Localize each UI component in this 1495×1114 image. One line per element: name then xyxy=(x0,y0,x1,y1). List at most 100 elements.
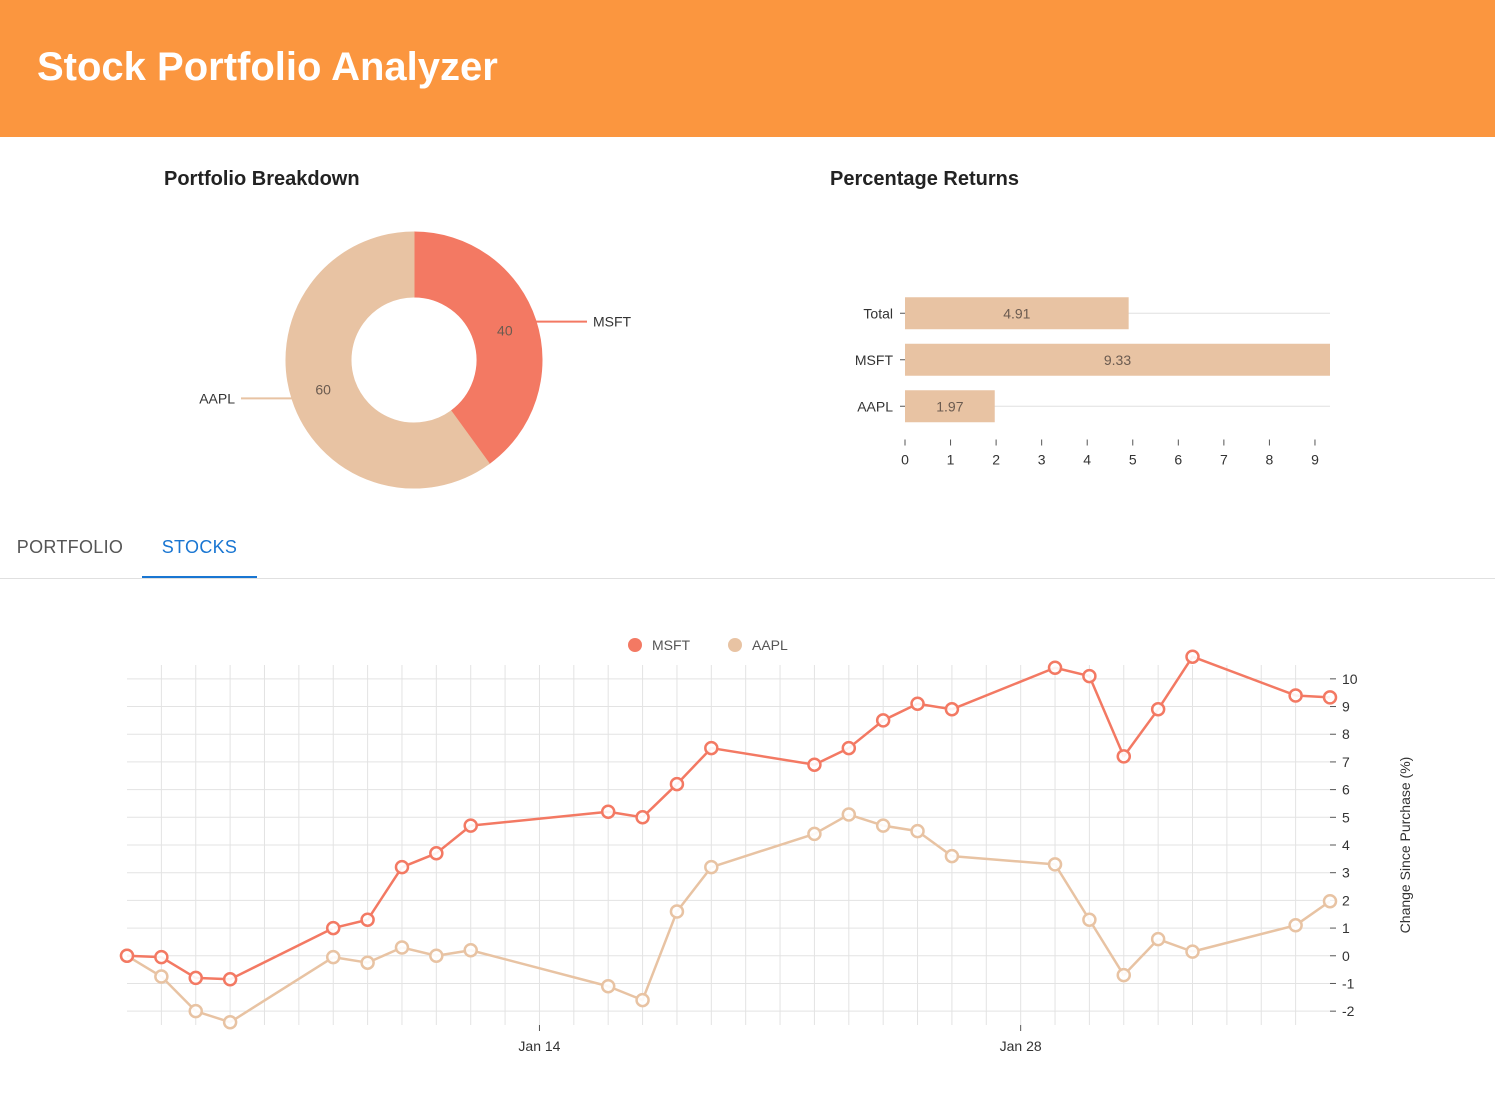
bar-category-label-aapl: AAPL xyxy=(857,398,893,414)
bar-x-tick-label: 4 xyxy=(1083,452,1091,468)
data-point-msft[interactable] xyxy=(875,713,891,728)
bar-total[interactable] xyxy=(905,297,1129,330)
data-point-msft[interactable] xyxy=(1150,702,1166,717)
data-point-aapl[interactable] xyxy=(222,1014,238,1030)
data-point-aapl[interactable] xyxy=(910,823,925,839)
bar-value-total: 4.91 xyxy=(1003,305,1030,321)
data-point-msft[interactable] xyxy=(1116,749,1132,764)
bar-x-tick-label: 2 xyxy=(992,452,1000,468)
data-point-aapl[interactable] xyxy=(1150,931,1166,947)
data-point-aapl[interactable] xyxy=(807,826,822,842)
bar-x-tick-label: 6 xyxy=(1174,452,1182,468)
data-point-aapl[interactable] xyxy=(154,969,169,984)
data-point-msft[interactable] xyxy=(841,740,857,756)
data-point-msft[interactable] xyxy=(154,949,169,965)
stocks-line-chart: -2 -1 0 1 2 3 4 5 6 7 8 9 10 Jan 14 Jan 28 Change Since… xyxy=(119,637,1413,1054)
data-point-aapl[interactable] xyxy=(394,940,410,955)
tab-stocks[interactable]: STOCKS xyxy=(142,520,257,578)
data-point-aapl[interactable] xyxy=(463,942,478,958)
line-y-tick-label: 3 xyxy=(1342,865,1350,881)
data-point-msft[interactable] xyxy=(910,696,925,712)
data-point-aapl[interactable] xyxy=(1288,918,1303,933)
bar-x-tick-label: 0 xyxy=(901,452,909,468)
donut-label-aapl: AAPL xyxy=(199,390,235,406)
data-point-aapl[interactable] xyxy=(1322,893,1338,909)
data-point-aapl[interactable] xyxy=(1116,967,1132,983)
data-point-aapl[interactable] xyxy=(875,818,891,833)
data-point-aapl[interactable] xyxy=(1185,944,1200,959)
app-title: Stock Portfolio Analyzer xyxy=(37,45,498,89)
data-point-aapl[interactable] xyxy=(429,948,444,964)
bar-x-tick-label: 9 xyxy=(1311,452,1319,468)
bar-x-tick-label: 1 xyxy=(947,452,955,468)
data-point-aapl[interactable] xyxy=(704,859,719,875)
data-point-aapl[interactable] xyxy=(325,949,341,965)
donut-slice-msft[interactable] xyxy=(413,231,543,465)
data-point-aapl[interactable] xyxy=(669,904,685,919)
donut-value-aapl: 60 xyxy=(315,382,331,398)
data-point-aapl[interactable] xyxy=(360,955,375,970)
data-point-msft[interactable] xyxy=(325,920,341,936)
line-y-axis-label: Change Since Purchase (%) xyxy=(1397,757,1413,934)
data-point-msft[interactable] xyxy=(1185,649,1200,664)
bar-value-aapl: 1.97 xyxy=(936,398,963,414)
data-point-aapl[interactable] xyxy=(600,978,616,994)
bar-aapl[interactable] xyxy=(905,390,995,423)
donut-slice-aapl[interactable] xyxy=(285,231,490,489)
portfolio-breakdown-title: Portfolio Breakdown xyxy=(164,168,360,190)
tab-bar: PORTFOLIO STOCKS xyxy=(0,520,1495,579)
legend-item-msft[interactable]: MSFT xyxy=(628,637,691,653)
data-point-msft[interactable] xyxy=(222,972,238,987)
data-point-msft[interactable] xyxy=(635,810,650,825)
data-point-aapl[interactable] xyxy=(188,1003,203,1019)
bar-value-msft: 9.33 xyxy=(1104,352,1131,368)
legend-marker-aapl xyxy=(728,638,742,652)
series-line-aapl xyxy=(126,813,1331,1024)
data-point-msft[interactable] xyxy=(429,846,444,861)
bar-category-label-total: Total xyxy=(863,305,893,321)
legend-marker-msft xyxy=(628,638,642,652)
app-header: Stock Portfolio Analyzer xyxy=(0,0,1495,137)
data-point-aapl[interactable] xyxy=(841,807,857,822)
line-y-tick-label: -2 xyxy=(1342,1003,1355,1019)
data-point-msft[interactable] xyxy=(1288,688,1303,703)
line-y-tick-label: 5 xyxy=(1342,809,1350,825)
bar-x-tick-label: 8 xyxy=(1266,452,1274,468)
series-line-msft xyxy=(126,655,1331,981)
portfolio-breakdown-chart: 40 MSFT 60 AAPL xyxy=(199,231,632,489)
line-y-tick-label: 0 xyxy=(1342,948,1350,964)
data-point-msft[interactable] xyxy=(807,757,822,772)
bar-category-label-msft: MSFT xyxy=(855,352,894,368)
data-point-msft[interactable] xyxy=(188,970,203,986)
tab-portfolio[interactable]: PORTFOLIO xyxy=(16,537,124,557)
data-point-msft[interactable] xyxy=(1047,660,1063,676)
data-point-msft[interactable] xyxy=(463,818,478,833)
line-y-tick-label: 4 xyxy=(1342,837,1350,853)
data-point-msft[interactable] xyxy=(119,948,135,964)
bar-x-tick-label: 7 xyxy=(1220,452,1228,468)
data-point-msft[interactable] xyxy=(669,776,685,792)
percentage-returns-chart: 4.91 Total 9.33 MSFT 1.97 AAPL 0 1 2 3 4 5 6 7 8 9 xyxy=(855,297,1330,468)
data-point-msft[interactable] xyxy=(704,740,719,756)
data-point-aapl[interactable] xyxy=(944,848,960,864)
bar-x-tick-label: 5 xyxy=(1129,452,1137,468)
data-point-msft[interactable] xyxy=(394,859,410,875)
data-point-msft[interactable] xyxy=(1082,668,1097,684)
data-point-msft[interactable] xyxy=(1322,690,1338,705)
data-point-aapl[interactable] xyxy=(1082,912,1097,928)
data-point-aapl[interactable] xyxy=(1047,857,1063,872)
percentage-returns-title: Percentage Returns xyxy=(830,168,1019,190)
data-point-msft[interactable] xyxy=(600,804,616,820)
donut-value-msft: 40 xyxy=(497,322,513,338)
data-point-msft[interactable] xyxy=(360,912,375,928)
data-point-aapl[interactable] xyxy=(635,992,650,1008)
legend-item-aapl[interactable]: AAPL xyxy=(728,637,788,653)
line-y-tick-label: 8 xyxy=(1342,726,1350,742)
line-x-tick-label: Jan 14 xyxy=(518,1038,560,1054)
legend-label-aapl: AAPL xyxy=(752,637,788,653)
data-point-msft[interactable] xyxy=(944,702,960,717)
line-y-tick-label: 9 xyxy=(1342,699,1350,715)
line-x-tick-label: Jan 28 xyxy=(1000,1038,1042,1054)
bar-msft[interactable] xyxy=(905,343,1330,376)
line-y-tick-label: 7 xyxy=(1342,754,1350,770)
